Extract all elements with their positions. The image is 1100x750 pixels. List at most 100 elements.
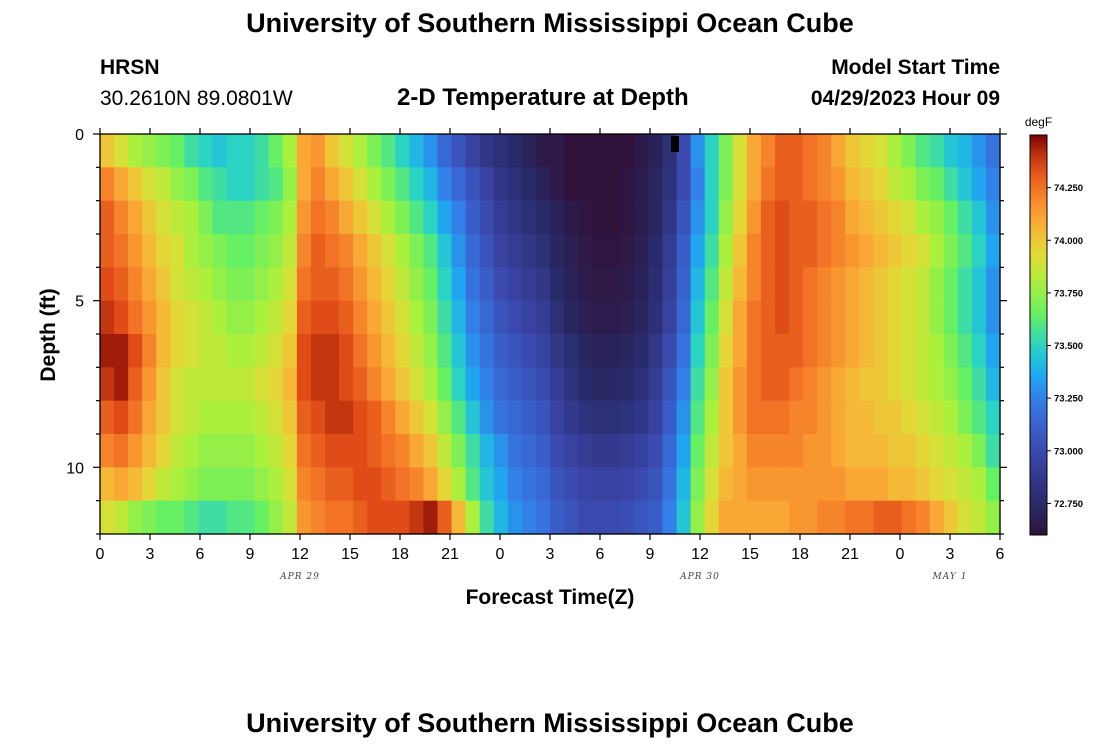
heatmap-cell (592, 367, 607, 402)
heatmap-cell (240, 367, 256, 402)
heatmap-cell (718, 167, 734, 202)
heatmap-cell (465, 300, 481, 335)
heatmap-cell (254, 334, 270, 368)
heatmap-cell (760, 300, 776, 335)
heatmap-cell (451, 467, 467, 502)
heatmap-cell (957, 400, 973, 435)
heatmap-cell (254, 267, 270, 302)
heatmap-cell (325, 134, 340, 168)
heatmap-cell (732, 167, 748, 202)
heatmap-cell (423, 434, 439, 468)
heatmap-cell (507, 234, 523, 268)
colorbar-tick-label: 74.250 (1054, 183, 1083, 194)
x-tick-label: 9 (246, 546, 255, 563)
heatmap-cell (746, 167, 762, 202)
heatmap-cell (859, 500, 875, 535)
heatmap-cell (718, 300, 734, 335)
heatmap-cell (184, 300, 200, 335)
heatmap-cell (817, 367, 832, 402)
heatmap-cell (156, 134, 171, 168)
heatmap-cell (521, 400, 537, 435)
heatmap-cell (775, 500, 790, 535)
heatmap-cell (662, 234, 678, 268)
heatmap-cell (873, 367, 889, 402)
heatmap-cell (493, 267, 509, 302)
heatmap-cell (353, 467, 368, 502)
heatmap-cell (817, 134, 832, 168)
heatmap-cell (564, 400, 579, 435)
heatmap-cell (845, 467, 860, 502)
heatmap-cell (479, 500, 495, 535)
heatmap-cell (943, 234, 959, 268)
heatmap-cell (535, 200, 551, 235)
heatmap-cell (156, 367, 171, 402)
heatmap-cell (507, 200, 523, 235)
heatmap-cell (184, 267, 200, 302)
heatmap-cell (535, 267, 551, 302)
heatmap-cell (310, 267, 326, 302)
heatmap-cell (339, 134, 354, 168)
heatmap-cell (268, 267, 284, 302)
heatmap-cell (114, 367, 129, 402)
heatmap-cell (985, 234, 1001, 268)
heatmap-cell (676, 400, 692, 435)
x-tick-label: 21 (841, 546, 859, 563)
heatmap-cell (479, 134, 495, 168)
heatmap-cell (142, 134, 157, 168)
heatmap-cell (465, 400, 481, 435)
heatmap-cell (310, 300, 326, 335)
heatmap-cell (620, 300, 635, 335)
heatmap-cell (831, 300, 846, 335)
heatmap-cell (437, 200, 453, 235)
heatmap-cell (564, 200, 579, 235)
heatmap-cell (845, 500, 860, 535)
heatmap-cell (493, 234, 509, 268)
heatmap-cell (240, 434, 256, 468)
heatmap-cell (887, 334, 903, 368)
heatmap-cell (971, 200, 987, 235)
heatmap-cell (817, 467, 832, 502)
heatmap-cell (325, 267, 340, 302)
heatmap-cell (873, 500, 889, 535)
heatmap-cell (690, 134, 706, 168)
x-axis-label: Forecast Time(Z) (465, 586, 635, 609)
heatmap-cell (325, 434, 340, 468)
heatmap-cell (985, 367, 1001, 402)
heatmap-cell (648, 134, 664, 168)
heatmap-cell (915, 134, 931, 168)
heatmap-cell (620, 234, 635, 268)
heatmap-cell (901, 234, 917, 268)
heatmap-cell (760, 434, 776, 468)
heatmap-cell (114, 300, 129, 335)
heatmap-cell (746, 367, 762, 402)
heatmap-cell (128, 167, 143, 202)
heatmap-cell (648, 200, 664, 235)
x-tick-label: 18 (391, 546, 409, 563)
heatmap-cell (662, 367, 678, 402)
heatmap-cell (929, 400, 945, 435)
heatmap-cell (578, 500, 593, 535)
heatmap-cell (282, 167, 298, 202)
heatmap-cell (606, 400, 621, 435)
heatmap-cell (971, 500, 987, 535)
heatmap-cell (859, 300, 875, 335)
heatmap-cell (760, 134, 776, 168)
heatmap-cell (606, 500, 621, 535)
heatmap-cell (592, 267, 607, 302)
heatmap-cell (718, 234, 734, 268)
heatmap-cell (592, 300, 607, 335)
x-tick-label: 0 (496, 546, 505, 563)
heatmap-cell (831, 167, 846, 202)
heatmap-cell (395, 334, 410, 368)
heatmap-cell (901, 134, 917, 168)
heatmap-cell (226, 267, 242, 302)
heatmap-cell (170, 234, 185, 268)
heatmap-cell (901, 367, 917, 402)
heatmap-cell (831, 234, 846, 268)
heatmap-cell (775, 434, 790, 468)
heatmap-cell (339, 400, 354, 435)
heatmap-cell (339, 167, 354, 202)
heatmap-cell (662, 300, 678, 335)
heatmap-cell (493, 300, 509, 335)
heatmap-cell (395, 467, 410, 502)
